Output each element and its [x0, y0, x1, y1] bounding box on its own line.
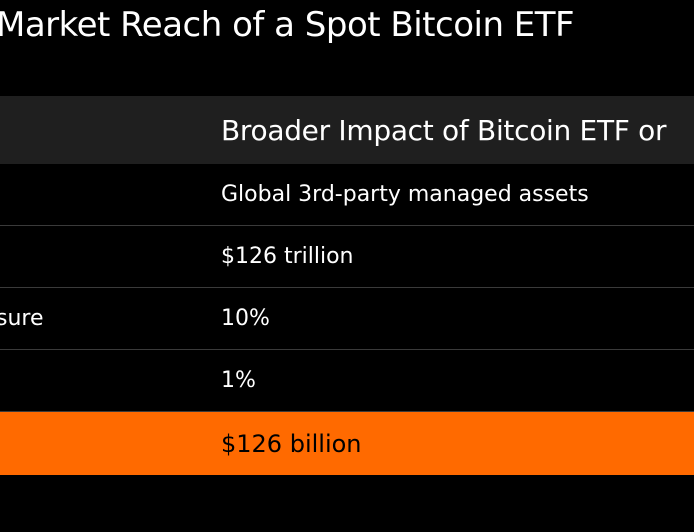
table-row: 1%: [0, 350, 694, 412]
row-label-cell: sure: [0, 306, 44, 331]
row-value-cell: $126 trillion: [221, 244, 354, 269]
highlight-value-cell: $126 billion: [221, 429, 362, 458]
page-title: Market Reach of a Spot Bitcoin ETF: [0, 5, 575, 45]
table-row: sure 10%: [0, 288, 694, 350]
row-value-cell: 1%: [221, 368, 256, 393]
table-header-row: Broader Impact of Bitcoin ETF or: [0, 96, 694, 164]
comparison-table: Broader Impact of Bitcoin ETF or Global …: [0, 96, 694, 475]
row-value-cell: Global 3rd-party managed assets: [221, 182, 589, 207]
header-right-cell: Broader Impact of Bitcoin ETF or: [221, 113, 667, 147]
highlight-row: $126 billion: [0, 412, 694, 475]
table-row: $126 trillion: [0, 226, 694, 288]
table-row: Global 3rd-party managed assets: [0, 164, 694, 226]
row-value-cell: 10%: [221, 306, 270, 331]
